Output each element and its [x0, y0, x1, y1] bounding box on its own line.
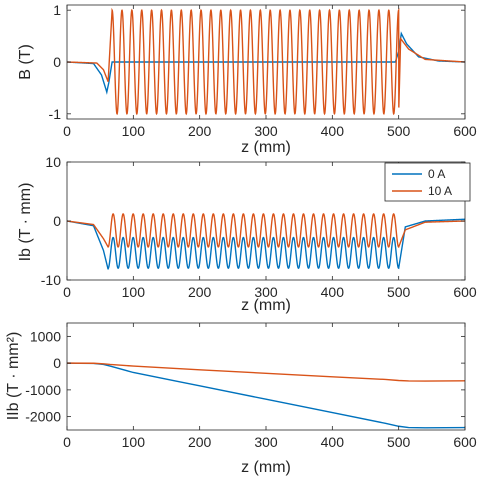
- x-tick-label: 300: [254, 123, 278, 139]
- x-tick-label: 0: [63, 284, 71, 300]
- x-ticks-b-field: 0 100 200 300 400 500 600: [63, 5, 477, 139]
- legend-box: [384, 162, 471, 202]
- series-line-10a: [66, 213, 465, 248]
- y-axis-label-iib: IIb (T · mm²): [5, 332, 22, 421]
- x-axis-label-iib: z (mm): [241, 459, 291, 476]
- y-tick-label: -2000: [25, 409, 61, 425]
- legend-ib: 0 A 10 A: [384, 162, 471, 202]
- x-tick-label: 600: [453, 434, 477, 450]
- series-line-orange: [66, 7, 466, 116]
- panel-b-field: 0 100 200 300 400 500 600 -101 z (mm) B (T): [17, 2, 477, 156]
- x-tick-label: 400: [321, 284, 345, 300]
- x-ticks-iib: 0 100 200 300 400 500 600: [63, 323, 477, 450]
- x-tick-label: 500: [387, 434, 411, 450]
- y-axis-label-ib: Ib (T · mm): [17, 183, 34, 262]
- x-tick-label: 600: [453, 284, 477, 300]
- x-axis-label-ib: z (mm): [241, 297, 291, 314]
- y-ticks-b-field: -1 0 1: [49, 2, 465, 122]
- y-tick-label: -1000: [25, 382, 61, 398]
- y-tick-label: -10: [41, 272, 61, 288]
- plot-area-iib: [66, 322, 466, 431]
- x-tick-label: 300: [254, 434, 278, 450]
- plot-area-b-field: [66, 4, 466, 120]
- x-tick-label: 300: [254, 284, 278, 300]
- series-line-0a: [66, 218, 466, 270]
- x-tick-label: 100: [122, 434, 146, 450]
- x-tick-label: 100: [122, 123, 146, 139]
- y-tick-label: 10: [45, 154, 61, 170]
- x-tick-label: 100: [122, 284, 146, 300]
- y-tick-label: 0: [53, 54, 61, 70]
- x-tick-label: 400: [321, 434, 345, 450]
- legend-label-10a: 10 A: [428, 184, 452, 198]
- y-axis-label-b-field: B (T): [17, 44, 34, 80]
- x-tick-label: 400: [321, 123, 345, 139]
- x-tick-label: 200: [188, 284, 212, 300]
- x-tick-label: 600: [453, 123, 477, 139]
- y-ticks-ib: -10 0 10: [41, 154, 465, 288]
- series-line-orange: [66, 362, 466, 382]
- x-tick-label: 0: [63, 123, 71, 139]
- y-tick-label: -1: [49, 106, 62, 122]
- y-ticks-iib: -2000 -1000 0 1000: [25, 328, 465, 425]
- x-tick-label: 200: [188, 434, 212, 450]
- x-axis-label-b-field: z (mm): [241, 139, 291, 156]
- x-ticks-ib: 0 100 200 300 400 500 600: [63, 162, 477, 300]
- x-tick-label: 500: [387, 284, 411, 300]
- panel-iib: 0 100 200 300 400 500 600 -2000 -1000 0 1000 z (m…: [5, 322, 477, 476]
- y-tick-label: 0: [53, 213, 61, 229]
- x-tick-label: 0: [63, 434, 71, 450]
- y-tick-label: 1000: [30, 328, 61, 344]
- y-tick-label: 0: [53, 355, 61, 371]
- x-tick-label: 200: [188, 123, 212, 139]
- x-tick-label: 500: [387, 123, 411, 139]
- y-tick-label: 1: [53, 2, 61, 18]
- legend-label-0a: 0 A: [428, 167, 445, 181]
